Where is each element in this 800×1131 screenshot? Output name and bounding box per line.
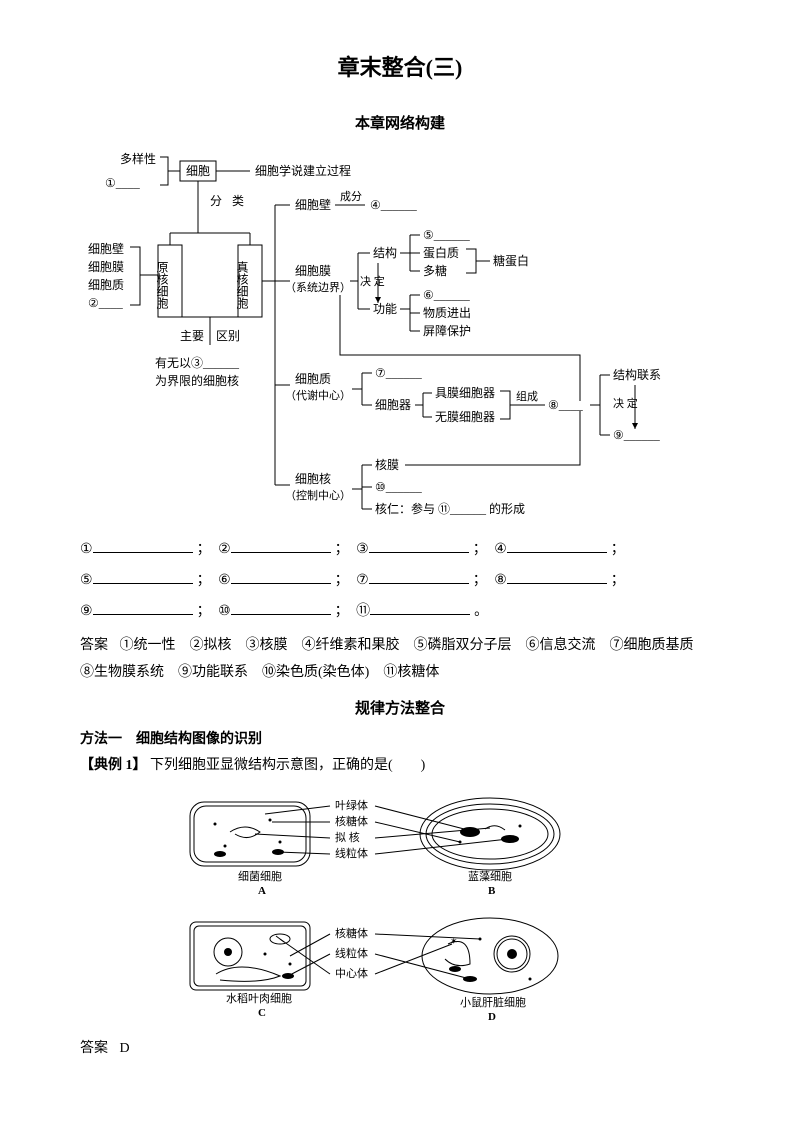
node-blank7: ⑦______ <box>375 366 423 380</box>
cell-b: B <box>488 885 496 897</box>
example-1: 【典例 1】 下列细胞亚显微结构示意图，正确的是( ) <box>80 754 720 774</box>
node-determine: 决 定 <box>360 274 385 288</box>
node-blank9: ⑨______ <box>613 428 661 442</box>
answers-line: 答案 ①统一性 ②拟核 ③核膜 ④纤维素和果胶 ⑤磷脂双分子层 ⑥信息交流 ⑦细… <box>80 633 720 686</box>
node-nucleus: 细胞核 <box>295 472 331 486</box>
node-prokaryote: 原核细胞 <box>155 261 169 310</box>
node-structlink: 结构联系 <box>613 367 661 382</box>
cell-c-name: 水稻叶肉细胞 <box>226 992 292 1005</box>
node-blank4: ④______ <box>370 198 418 212</box>
node-barrier: 屏障保护 <box>423 323 471 338</box>
node-transport: 物质进出 <box>423 306 471 320</box>
label-ribosome2: 核糖体 <box>335 926 368 940</box>
node-classify2: 类 <box>232 194 244 208</box>
final-answer-label: 答案 <box>80 1041 108 1056</box>
node-classify1: 分 <box>210 194 222 208</box>
page-title: 章末整合(三) <box>80 50 720 82</box>
node-membrane-sub: （系统边界） <box>285 281 351 294</box>
node-nucleolus: 核仁：参与 ⑪______ 的形成 <box>375 501 525 515</box>
cell-a: A <box>258 885 266 897</box>
cell-d: D <box>488 1011 496 1023</box>
concept-diagram: 多样性 ①____ 细胞 细胞学说建立过程 分 类 原核细胞 真核细胞 细胞壁 … <box>80 145 720 515</box>
cell-b-name: 蓝藻细胞 <box>468 870 512 883</box>
answers-text: ①统一性 ②拟核 ③核膜 ④纤维素和果胶 ⑤磷脂双分子层 ⑥信息交流 ⑦细胞质基… <box>80 638 708 680</box>
node-nucmem: 核膜 <box>375 458 399 472</box>
subtitle: 本章网络构建 <box>80 112 720 133</box>
node-membrane: 细胞膜 <box>295 264 331 278</box>
node-cellwall-l: 细胞壁 <box>88 241 124 256</box>
node-blank10: ⑩______ <box>375 480 423 494</box>
node-structure: 结构 <box>373 245 397 260</box>
fill-blanks: ①； ②； ③； ④； ⑤； ⑥； ⑦； ⑧； ⑨； ⑩； ⑪。 <box>80 535 720 627</box>
node-determine2: 决 定 <box>613 396 638 410</box>
node-cyto-l: 细胞质 <box>88 278 124 292</box>
node-memorg: 具膜细胞器 <box>435 386 495 400</box>
node-organelle: 细胞器 <box>375 398 411 412</box>
node-component: 成分 <box>340 190 362 203</box>
label-mito2: 线粒体 <box>335 946 368 960</box>
node-eukaryote: 真核细胞 <box>235 261 249 310</box>
node-cellmem-l: 细胞膜 <box>88 260 124 274</box>
node-cytoplasm-sub: （代谢中心） <box>285 388 351 402</box>
node-bounded1: 有无以③______ <box>155 356 240 370</box>
label-nucleoid: 拟 核 <box>335 830 360 844</box>
node-bounded2: 为界限的细胞核 <box>155 373 239 388</box>
node-protein: 蛋白质 <box>423 245 459 260</box>
cell-c: C <box>258 1007 266 1019</box>
example-label: 【典例 1】 <box>80 758 147 773</box>
node-blank2: ②____ <box>88 296 124 310</box>
cell-a-name: 细菌细胞 <box>238 870 282 883</box>
node-polysac: 多糖 <box>423 263 447 278</box>
node-cell: 细胞 <box>186 164 210 178</box>
cell-d-name: 小鼠肝脏细胞 <box>460 995 526 1009</box>
method-title: 方法一 细胞结构图像的识别 <box>80 728 720 748</box>
label-centro: 中心体 <box>335 966 368 980</box>
node-diversity: 多样性 <box>120 151 156 166</box>
node-blank1: ①____ <box>105 176 141 190</box>
node-glyco: 糖蛋白 <box>493 253 529 268</box>
label-ribosome: 核糖体 <box>335 814 368 828</box>
label-chloroplast: 叶绿体 <box>335 798 368 812</box>
answers-label: 答案 <box>80 638 108 653</box>
node-nucleus-sub: （控制中心） <box>285 488 351 502</box>
node-cytoplasm: 细胞质 <box>295 372 331 386</box>
final-answer-value: D <box>120 1041 130 1056</box>
node-cell-theory: 细胞学说建立过程 <box>255 163 351 178</box>
node-nonmemorg: 无膜细胞器 <box>435 410 495 424</box>
final-answer: 答案 D <box>80 1037 720 1057</box>
label-mito: 线粒体 <box>335 846 368 860</box>
node-cellwall-r: 细胞壁 <box>295 197 331 212</box>
node-blank5: ⑤______ <box>423 228 471 242</box>
example-text: 下列细胞亚显微结构示意图，正确的是( ) <box>150 758 425 773</box>
node-blank8: ⑧____ <box>548 398 584 412</box>
cell-figures: 细菌细胞 A 叶绿体 核糖体 拟 核 线粒体 蓝藻细胞 B 水稻叶肉细胞 C <box>80 784 720 1029</box>
node-maindiff1: 主要 <box>180 329 204 343</box>
section-title: 规律方法整合 <box>80 697 720 718</box>
node-compose: 组成 <box>516 389 538 403</box>
node-maindiff2: 区别 <box>216 329 240 343</box>
node-function: 功能 <box>373 302 397 316</box>
node-blank6: ⑥______ <box>423 288 471 302</box>
